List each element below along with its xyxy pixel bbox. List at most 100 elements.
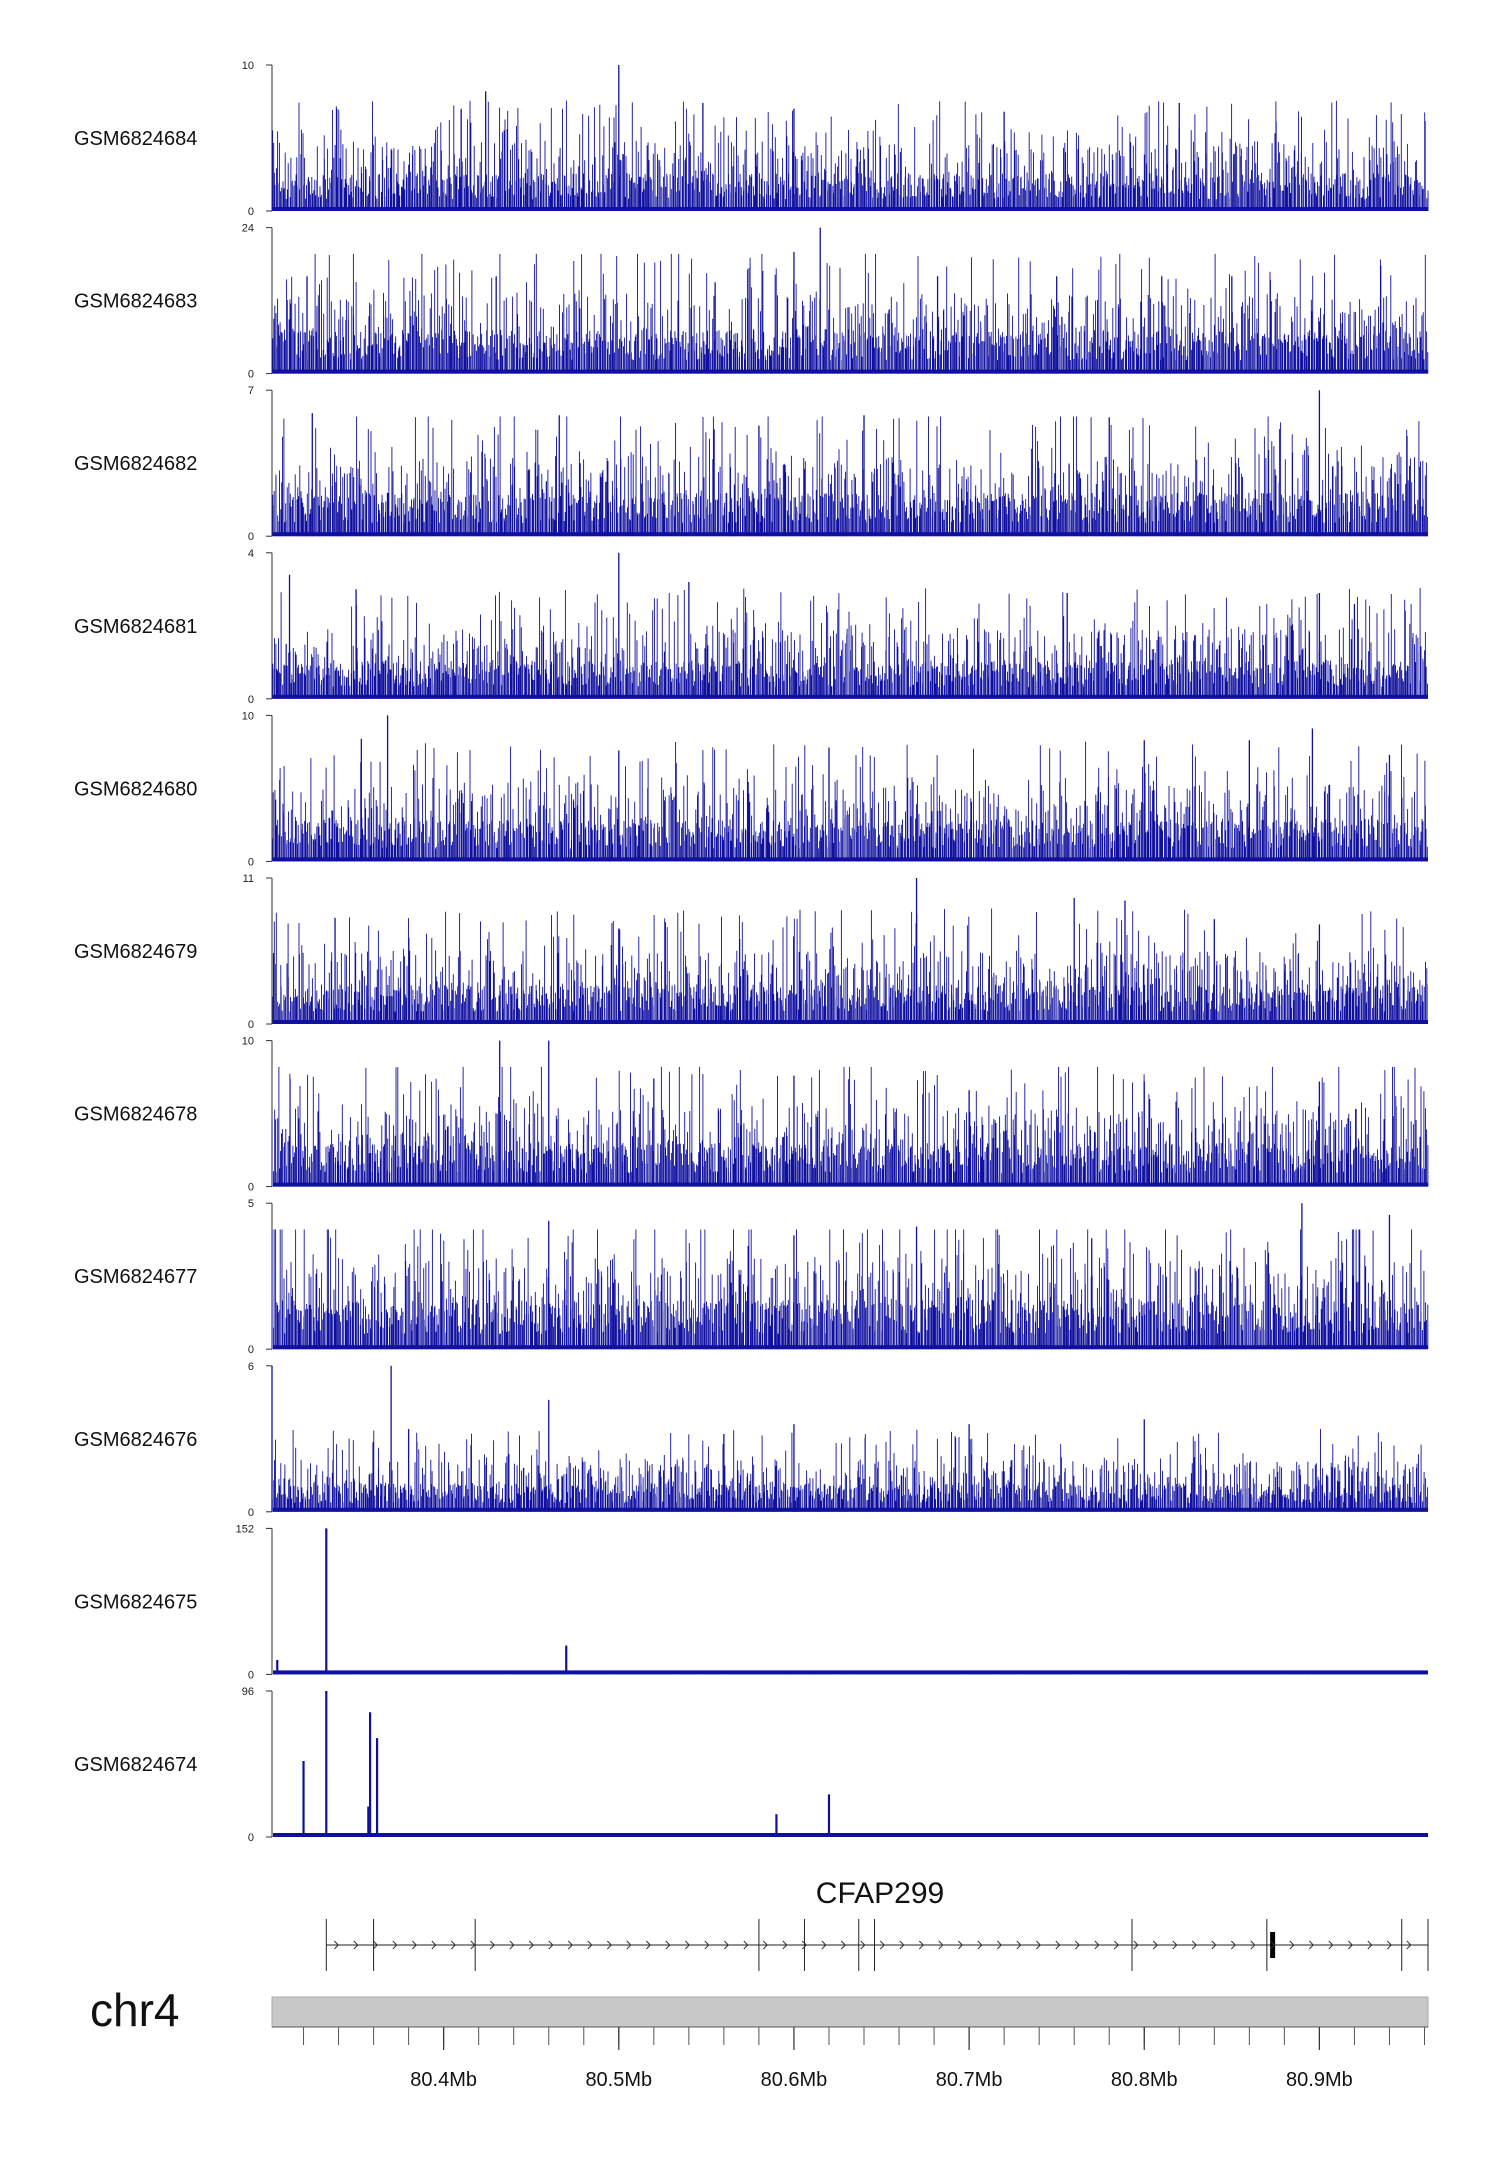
track-label: GSM6824674	[74, 1754, 197, 1776]
strand-chevron	[704, 1940, 710, 1950]
coverage-baseline	[273, 857, 1428, 862]
chromosome-label: chr4	[90, 1984, 179, 2036]
strand-chevron	[1094, 1940, 1100, 1950]
coverage-signal	[272, 587, 1428, 699]
track-label: GSM6824678	[74, 1104, 197, 1126]
x-axis-tick-label: 80.7Mb	[936, 2069, 1003, 2091]
strand-chevron	[684, 1940, 691, 1950]
strand-chevron	[392, 1940, 398, 1950]
strand-chevron	[1191, 1940, 1198, 1950]
gene-exon-block	[1270, 1932, 1276, 1958]
track-GSM6824684: GSM6824684 10 0	[74, 60, 1429, 218]
strand-chevron	[606, 1940, 613, 1950]
coverage-signal	[272, 416, 1429, 537]
coverage-baseline	[273, 1182, 1428, 1187]
y-max-label: 10	[242, 60, 254, 72]
y-min-label: 0	[248, 531, 254, 543]
strand-chevron	[1133, 1940, 1139, 1950]
strand-chevron	[723, 1940, 730, 1950]
strand-chevron	[996, 1940, 1003, 1950]
y-max-label: 10	[242, 710, 254, 722]
y-min-label: 0	[248, 1019, 254, 1031]
strand-chevron	[587, 1940, 593, 1950]
coverage-baseline	[273, 1833, 1428, 1837]
y-min-label: 0	[248, 1182, 254, 1194]
track-GSM6824676: GSM6824676 6 0	[74, 1361, 1429, 1519]
strand-chevron	[353, 1940, 359, 1950]
gene-name-label: CFAP299	[816, 1877, 944, 1910]
y-max-label: 4	[248, 548, 254, 560]
x-axis-tick-label: 80.4Mb	[410, 2069, 477, 2091]
coverage-signal	[272, 908, 1428, 1024]
strand-chevron	[431, 1940, 437, 1950]
strand-chevron	[977, 1940, 983, 1950]
strand-chevron	[860, 1940, 866, 1950]
strand-chevron	[938, 1940, 944, 1950]
y-max-label: 5	[248, 1198, 254, 1210]
track-label: GSM6824683	[74, 291, 197, 313]
y-max-label: 7	[248, 385, 254, 397]
strand-chevron	[411, 1940, 418, 1950]
chromosome-axis: chr4 80.4Mb 80.5Mb 80.6Mb 80.7Mb 80.8Mb 80.9M…	[90, 1984, 1429, 2091]
strand-chevron	[1328, 1940, 1334, 1950]
y-min-label: 0	[248, 694, 254, 706]
strand-chevron	[1113, 1940, 1120, 1950]
x-axis-tick-label: 80.8Mb	[1111, 2069, 1178, 2091]
strand-chevron	[509, 1940, 515, 1950]
strand-chevron	[665, 1940, 671, 1950]
strand-chevron	[567, 1940, 574, 1950]
track-GSM6824674: GSM6824674 96 0	[74, 1686, 1429, 1844]
coverage-signal	[272, 741, 1428, 862]
y-min-label: 0	[248, 1507, 254, 1519]
y-max-label: 11	[243, 873, 254, 885]
track-GSM6824679: GSM6824679 11 0	[74, 873, 1428, 1031]
strand-chevron	[333, 1940, 340, 1950]
strand-chevron	[1386, 1940, 1393, 1950]
strand-chevron	[762, 1940, 769, 1950]
coverage-baseline	[273, 1670, 1428, 1675]
coverage-signal	[271, 1229, 1429, 1350]
strand-chevron	[1406, 1940, 1412, 1950]
strand-chevron	[1074, 1940, 1081, 1950]
track-GSM6824675: GSM6824675 152 0	[74, 1523, 1428, 1681]
track-label: GSM6824684	[74, 128, 197, 150]
coverage-signal	[271, 1066, 1429, 1187]
coverage-signal	[272, 100, 1429, 211]
track-label: GSM6824680	[74, 778, 197, 800]
track-GSM6824682: GSM6824682 7 0	[74, 385, 1429, 543]
track-label: GSM6824676	[74, 1429, 197, 1451]
track-GSM6824678: GSM6824678 10 0	[74, 1036, 1429, 1194]
track-GSM6824683: GSM6824683 24 0	[74, 223, 1429, 381]
strand-chevron	[743, 1940, 749, 1950]
track-GSM6824681: GSM6824681 4 0	[74, 548, 1428, 706]
strand-chevron	[1367, 1940, 1373, 1950]
gene-model: CFAP299	[325, 1877, 1429, 1971]
strand-chevron	[821, 1940, 827, 1950]
strand-chevron	[450, 1940, 457, 1950]
y-max-label: 24	[242, 223, 254, 235]
strand-chevron	[1035, 1940, 1042, 1950]
coverage-signal	[271, 1429, 1429, 1512]
x-axis-tick-label: 80.9Mb	[1286, 2069, 1353, 2091]
chromosome-ideogram	[271, 1996, 1429, 2028]
strand-chevron	[1308, 1940, 1315, 1950]
coverage-baseline	[273, 1507, 1428, 1512]
track-label: GSM6824677	[74, 1266, 197, 1288]
y-min-label: 0	[248, 206, 254, 218]
coverage-baseline	[273, 207, 1428, 211]
track-label: GSM6824679	[74, 941, 197, 963]
y-min-label: 0	[248, 1669, 254, 1681]
strand-chevron	[879, 1940, 886, 1950]
strand-chevron	[1269, 1940, 1276, 1950]
strand-chevron	[489, 1940, 496, 1950]
y-max-label: 6	[248, 1361, 254, 1373]
coverage-baseline	[273, 532, 1428, 537]
strand-chevron	[1230, 1940, 1237, 1950]
strand-chevron	[470, 1940, 476, 1950]
x-axis-tick-label: 80.5Mb	[585, 2069, 652, 2091]
coverage-baseline	[273, 369, 1428, 374]
strand-chevron	[548, 1940, 554, 1950]
y-min-label: 0	[248, 1832, 254, 1844]
track-GSM6824677: GSM6824677 5 0	[74, 1198, 1429, 1356]
